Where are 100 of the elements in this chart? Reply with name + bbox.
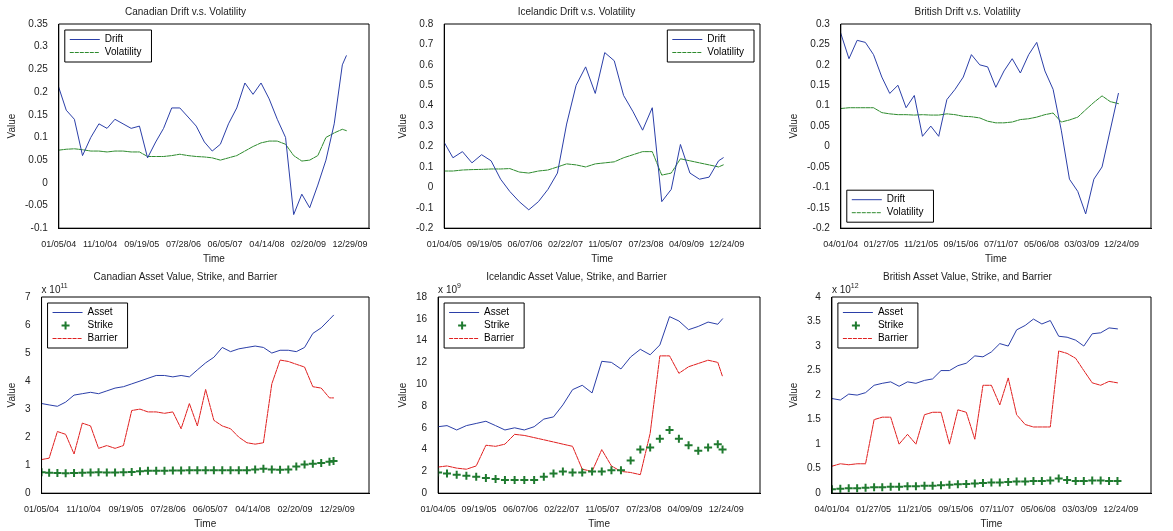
y-tick-label: 6 [421,421,428,433]
y-tick-label: 0.5 [419,79,434,91]
legend-label: Drift [707,33,726,45]
x-tick-label: 09/19/05 [124,239,160,250]
line-series [41,359,335,461]
y-tick-label: -0.1 [416,201,434,213]
y-tick-label: 0.8 [419,17,434,29]
y-tick-label: 1 [25,458,31,470]
x-tick-label: 12/24/09 [709,239,745,250]
y-tick-label: 0.15 [810,79,831,91]
y-tick-label: 0.2 [33,85,49,97]
chart-title: Canadian Asset Value, Strike, and Barrier [93,270,279,282]
x-axis-title: Time [980,517,1003,529]
x-tick-label: 06/07/06 [507,239,543,250]
y-tick-label: 4 [815,290,822,302]
y-tick-label: 0 [427,181,434,193]
y-tick-label: 0.2 [815,58,831,70]
y-tick-label: 1.5 [807,413,822,425]
y-tick-label: 1 [815,437,822,449]
y-tick-label: 0.05 [28,153,49,165]
y-tick-label: 3.5 [807,315,822,327]
y-tick-label: 3 [815,339,822,351]
x-tick-label: 01/27/05 [855,504,891,515]
x-tick-label: 04/09/09 [668,239,705,250]
y-tick-label: 0.6 [419,58,434,70]
x-tick-label: 11/05/07 [588,239,623,250]
legend-label: Barrier [484,332,515,344]
x-tick-label: 11/10/04 [66,504,101,515]
legend-label: Asset [484,306,510,318]
x-axis-title: Time [591,252,614,264]
x-axis-title: Time [984,252,1008,264]
x-tick-label: 01/05/04 [41,239,77,250]
x-tick-label: 06/05/07 [192,504,228,515]
x-tick-label: 12/24/09 [1103,239,1140,250]
legend-label: Drift [104,33,124,45]
x-tick-label: 07/23/08 [628,239,664,250]
y-tick-label: -0.05 [807,160,831,172]
x-tick-label: 09/15/06 [943,239,979,250]
y-axis-title: Value [5,113,17,139]
x-tick-label: 05/06/08 [1020,504,1056,515]
x-tick-label: 03/03/09 [1064,239,1100,250]
x-axis-title: Time [588,517,611,529]
x-tick-label: 07/23/08 [626,504,662,515]
y-tick-label: 2 [25,430,31,442]
x-tick-label: 09/19/05 [461,504,497,515]
y-tick-label: 4 [421,443,428,455]
x-tick-label: 11/05/07 [585,504,620,515]
x-axis-title: Time [194,517,217,529]
chart-title: British Drift v.s. Volatility [914,5,1021,17]
x-tick-label: 06/07/06 [502,504,539,515]
y-tick-label: 0.15 [28,108,49,120]
legend-label: Asset [877,306,904,318]
legend-label: Volatility [886,206,924,218]
x-tick-label: 07/11/07 [979,504,1015,515]
y-axis-title: Value [787,382,799,408]
x-tick-label: 01/04/05 [420,504,456,515]
y-tick-label: -0.1 [30,221,49,233]
y-tick-label: 0.7 [419,38,434,50]
y-tick-label: 0.3 [419,119,434,131]
line-series [438,355,724,476]
y-tick-label: 14 [416,334,428,346]
chart-title: Icelandic Drift v.s. Volatility [517,5,636,17]
y-axis-title: Value [787,113,799,139]
x-tick-label: 09/19/05 [108,504,144,515]
y-tick-label: 2.5 [807,364,822,376]
line-series [831,350,1118,467]
line-series [444,151,724,176]
y-tick-label: 0 [25,486,31,498]
y-tick-label: 0.35 [28,17,49,29]
y-tick-label: 3 [25,402,31,414]
y-tick-label: 2 [815,388,822,400]
x-tick-label: 04/14/08 [249,239,285,250]
line-series [840,95,1119,124]
y-tick-label: 6 [25,318,31,330]
y-tick-label: 0.1 [815,99,831,111]
x-tick-label: 02/20/09 [290,239,326,250]
x-tick-label: 04/01/04 [814,504,850,515]
x-tick-label: 02/22/07 [544,504,580,515]
y-tick-label: -0.15 [807,201,831,213]
x-tick-label: 04/09/09 [667,504,703,515]
y-tick-label: 0.1 [33,131,49,143]
y-tick-label: 0.25 [28,63,49,75]
point [835,483,846,494]
y-tick-label: 0 [421,486,428,498]
line-series [58,128,347,162]
y-tick-label: 0.25 [810,38,831,50]
chart-title: Canadian Drift v.s. Volatility [125,5,246,17]
legend-label: Strike [484,319,511,331]
y-axis-title: Value [396,113,408,139]
x-tick-label: 01/05/04 [24,504,60,515]
x-tick-label: 06/05/07 [207,239,243,250]
x-tick-label: 01/27/05 [863,239,899,250]
y-tick-label: -0.05 [25,199,49,211]
y-tick-label: 10 [416,377,428,389]
chart-title: Icelandic Asset Value, Strike, and Barrier [486,270,668,282]
legend-label: Drift [886,193,906,205]
x-tick-label: 01/04/05 [426,239,462,250]
x-tick-label: 04/01/04 [823,239,859,250]
x-tick-label: 07/11/07 [984,239,1019,250]
y-tick-label: 8 [421,399,428,411]
